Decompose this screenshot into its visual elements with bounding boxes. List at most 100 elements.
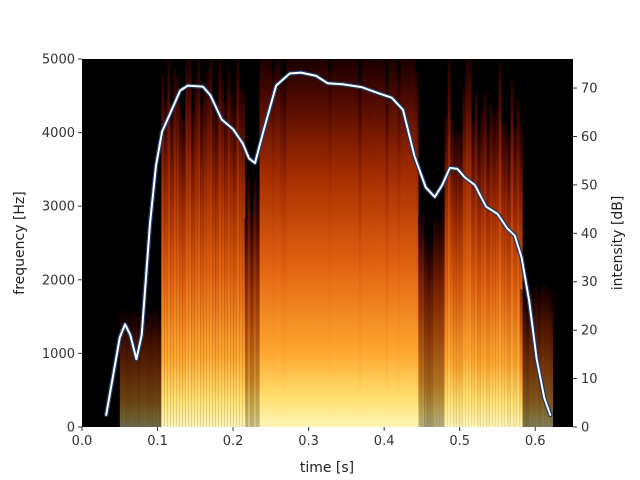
spectrogram-column <box>468 59 472 427</box>
x-tick-label: 0.1 <box>147 434 168 449</box>
spectrogram-column <box>170 108 174 427</box>
spectrogram-column <box>289 59 293 427</box>
spectrogram-column <box>233 108 237 427</box>
spectrogram-column <box>322 59 326 427</box>
spectrogram-column <box>280 76 284 427</box>
spectrogram-column <box>541 281 545 427</box>
y-tick-label: 4000 <box>42 126 75 141</box>
intensity-line-layer <box>103 70 553 418</box>
spectrogram-column <box>364 59 368 427</box>
y2-tick-label: 70 <box>581 82 598 97</box>
spectrogram-column <box>191 112 195 427</box>
spectrogram-column <box>486 130 490 427</box>
spectrogram-column <box>507 136 511 427</box>
spectrogram-column <box>495 108 499 427</box>
spectrogram-column <box>388 59 392 427</box>
spectrogram-segment <box>161 59 246 427</box>
spectrogram-heatmap <box>119 59 554 427</box>
y2-tick-label: 60 <box>581 130 598 145</box>
spectrogram-column <box>253 177 257 427</box>
spectrogram-column <box>143 309 147 427</box>
spectrogram-column <box>259 59 263 427</box>
y2-tick-label: 50 <box>581 178 598 193</box>
spectrogram-column <box>283 81 287 427</box>
spectrogram-column <box>547 286 551 427</box>
spectrogram-column <box>131 311 135 427</box>
spectrogram-column <box>236 59 240 427</box>
spectrogram-column <box>498 63 502 427</box>
spectrogram-column <box>244 219 248 427</box>
spectrogram-column <box>215 107 219 427</box>
spectrogram-column <box>352 59 356 427</box>
spectrogram-column <box>298 59 302 427</box>
spectrogram-column <box>185 59 189 427</box>
spectrogram-column <box>262 59 266 427</box>
spectrogram-column <box>164 100 168 427</box>
spectrogram-column <box>523 290 527 427</box>
spectrogram-column <box>346 59 350 427</box>
x-tick-label: 0.3 <box>298 434 319 449</box>
spectrogram-column <box>474 90 478 427</box>
spectrogram-column <box>489 103 493 427</box>
spectrogram-column <box>337 59 341 427</box>
spectrogram-column <box>197 59 201 427</box>
spectrogram-column <box>286 59 290 427</box>
spectrogram-column <box>328 71 332 427</box>
spectrogram-column <box>209 59 213 427</box>
spectrogram-column <box>155 309 159 427</box>
spectrogram-column <box>412 59 416 427</box>
spectrogram-column <box>319 59 323 427</box>
spectrogram-column <box>492 114 496 427</box>
y2-tick-label: 20 <box>581 324 598 339</box>
spectrogram-column <box>444 115 448 427</box>
spectrogram-column <box>343 59 347 427</box>
spectrogram-column <box>394 59 398 427</box>
spectrogram-column <box>176 75 180 427</box>
y2-tick-label: 30 <box>581 275 598 290</box>
spectrogram-column <box>526 297 530 427</box>
spectrogram-column <box>433 219 437 427</box>
spectrogram-column <box>376 59 380 427</box>
spectrogram-column <box>242 89 246 427</box>
spectrogram-segment <box>418 211 446 427</box>
spectrogram-column <box>409 59 413 427</box>
spectrogram-column <box>134 310 138 427</box>
spectrogram-column <box>379 59 383 427</box>
spectrogram-column <box>250 210 254 427</box>
spectrogram-column <box>544 285 548 427</box>
y-axis-ticks: 0 1000 2000 3000 4000 5000 <box>42 53 82 436</box>
spectrogram-column <box>125 314 129 427</box>
spectrogram-column <box>271 70 275 427</box>
spectrogram-column <box>456 128 460 427</box>
y2-axis-label: intensity [dB] <box>610 196 626 291</box>
spectrogram-column <box>206 69 210 427</box>
spectrogram-column <box>224 100 228 427</box>
spectrogram-column <box>137 314 141 427</box>
spectrogram-column <box>483 91 487 427</box>
spectrogram-column <box>349 59 353 427</box>
spectrogram-column <box>301 59 305 427</box>
spectrogram-column <box>453 132 457 427</box>
spectrogram-column <box>520 289 524 427</box>
x-tick-label: 0.4 <box>374 434 395 449</box>
spectrogram-column <box>400 59 404 427</box>
spectrogram-column <box>529 284 533 427</box>
spectrogram-column <box>358 83 362 427</box>
spectrogram-column <box>146 311 150 427</box>
spectrogram-column <box>367 61 371 427</box>
spectrogram-column <box>200 105 204 427</box>
y-tick-label: 0 <box>67 421 75 436</box>
y-tick-label: 3000 <box>42 200 75 215</box>
spectrogram-column <box>538 291 542 427</box>
spectrogram-column <box>182 118 186 427</box>
spectrogram-column <box>442 212 446 427</box>
spectrogram-column <box>274 60 278 427</box>
spectrogram-column <box>421 211 425 427</box>
spectrogram-column <box>504 121 508 427</box>
spectrogram-column <box>194 80 198 427</box>
spectrogram-column <box>247 174 251 427</box>
spectrogram-column <box>418 215 422 427</box>
spectrogram-segment <box>119 307 162 427</box>
spectrogram-column <box>122 309 126 427</box>
